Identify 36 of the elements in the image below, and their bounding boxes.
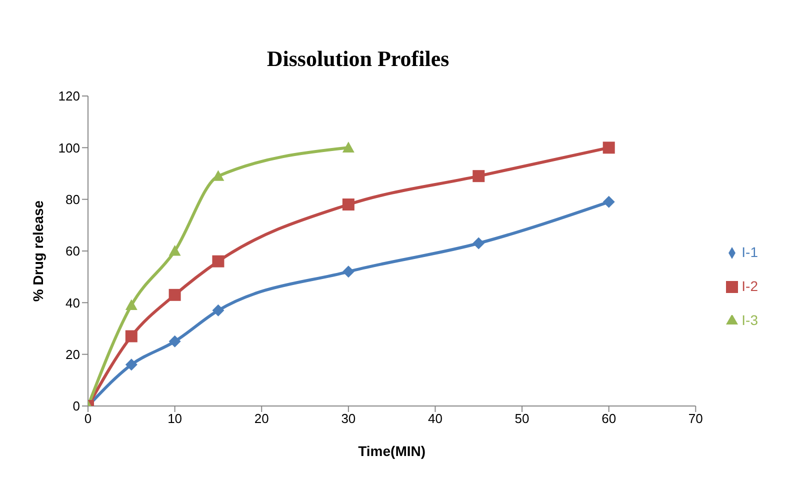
point [342,142,354,152]
point [602,142,615,154]
point [168,335,181,348]
y-axis-title: % Drug release [30,200,46,302]
legend-label: I-2 [742,278,758,294]
x-tick-label: 40 [428,411,442,426]
x-tick-label: 10 [168,411,182,426]
y-tick-label: 120 [58,88,80,104]
y-tick-label: 100 [58,140,80,156]
y-tick-label: 60 [66,244,80,259]
y-tick-label: 40 [66,295,80,310]
x-axis-title: Time(MIN) [358,443,426,459]
x-tick-label: 20 [254,411,269,426]
point [168,245,181,256]
legend-label: I-1 [742,244,758,260]
y-tick-label: 0 [72,398,80,414]
point [342,266,354,278]
y-tick-label: 80 [66,192,80,207]
x-tick-label: 70 [688,411,703,426]
point [125,299,138,310]
x-tick-label: 60 [602,411,616,426]
chart-title: Dissolution Profiles [266,45,450,73]
x-tick-label: 0 [84,411,92,426]
y-tick-label: 20 [66,346,80,362]
point [125,358,138,371]
point [472,170,485,182]
point [342,198,354,210]
point [168,288,181,301]
x-tick-label: 30 [341,411,356,426]
point [602,196,615,208]
legend-label: I-3 [742,312,758,328]
point [212,304,224,316]
point [125,330,138,342]
point [472,237,485,250]
x-tick-label: 50 [514,411,530,426]
point [212,255,224,268]
